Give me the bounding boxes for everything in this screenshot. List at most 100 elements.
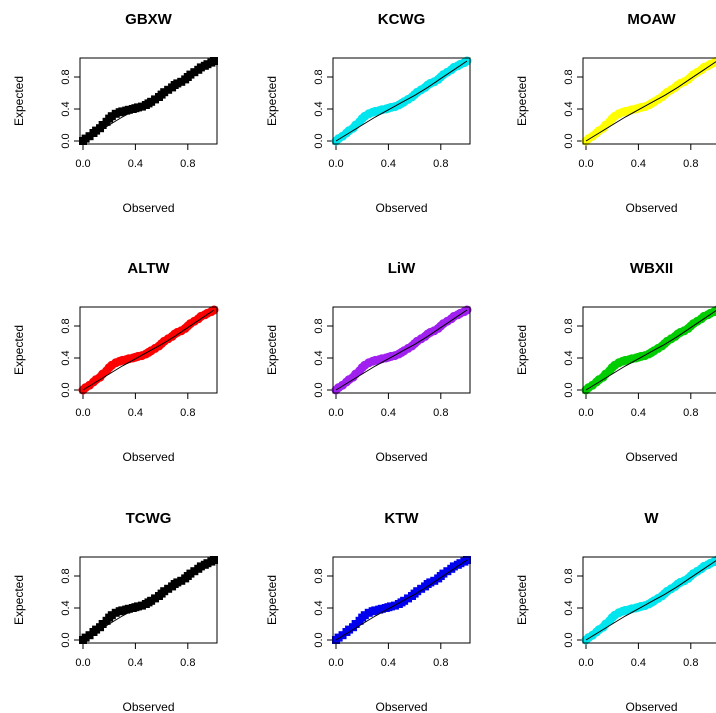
y-tick-label: 0.0: [313, 382, 325, 397]
y-tick-label: 0.8: [563, 318, 575, 333]
y-tick-label: 0.8: [563, 69, 575, 84]
x-tick-label: 0.0: [328, 158, 343, 170]
x-tick-label: 0.4: [128, 657, 143, 669]
x-tick-label: 0.4: [631, 657, 646, 669]
panel-title: ALTW: [127, 260, 170, 277]
y-tick-label: 0.4: [313, 101, 325, 116]
y-tick-label: 0.4: [313, 350, 325, 365]
x-tick-label: 0.4: [631, 407, 646, 419]
panel-gbxw: GBXW 0.0 0.4 0.8 0.0 0.4 0.8 Observed Expected: [12, 11, 218, 215]
x-tick-label: 0.4: [128, 407, 143, 419]
x-tick-label: 0.4: [128, 158, 143, 170]
x-tick-label: 0.4: [381, 158, 396, 170]
y-tick-label: 0.4: [60, 600, 72, 615]
panel-title: LiW: [388, 260, 416, 277]
panel-title: MOAW: [627, 11, 676, 28]
x-axis-label: Observed: [122, 700, 174, 713]
x-tick-label: 0.0: [578, 657, 593, 669]
x-tick-label: 0.8: [683, 657, 698, 669]
panel-title: TCWG: [126, 510, 172, 527]
y-tick-label: 0.4: [313, 600, 325, 615]
y-tick-label: 0.8: [563, 568, 575, 583]
x-axis-label: Observed: [122, 450, 174, 464]
y-tick-label: 0.0: [313, 133, 325, 148]
x-tick-label: 0.4: [631, 158, 646, 170]
x-tick-label: 0.0: [578, 407, 593, 419]
x-tick-label: 0.0: [75, 158, 90, 170]
reference-line: [82, 309, 215, 391]
y-tick-label: 0.8: [60, 69, 72, 84]
y-tick-label: 0.4: [60, 350, 72, 365]
reference-line: [585, 560, 716, 641]
y-tick-label: 0.0: [60, 382, 72, 397]
x-tick-label: 0.0: [328, 657, 343, 669]
x-axis-label: Observed: [122, 201, 174, 215]
y-axis-label: Expected: [265, 325, 279, 375]
x-tick-label: 0.8: [683, 407, 698, 419]
x-axis-label: Observed: [625, 700, 677, 713]
y-tick-label: 0.8: [313, 69, 325, 84]
x-tick-label: 0.8: [180, 158, 195, 170]
panel-title: WBXII: [630, 260, 673, 277]
y-tick-label: 0.8: [313, 568, 325, 583]
plot-frame: [582, 57, 716, 145]
y-tick-label: 0.0: [60, 632, 72, 647]
plot-frame: [332, 556, 471, 644]
x-tick-label: 0.0: [328, 407, 343, 419]
plot-frame: [582, 306, 716, 394]
panel-title: GBXW: [125, 11, 173, 28]
y-tick-label: 0.4: [60, 101, 72, 116]
panel-title: W: [644, 510, 659, 527]
y-tick-label: 0.4: [563, 101, 575, 116]
y-axis-label: Expected: [265, 575, 279, 625]
y-axis-label: Expected: [12, 325, 26, 375]
y-tick-label: 0.0: [60, 133, 72, 148]
y-tick-label: 0.0: [563, 632, 575, 647]
y-tick-label: 0.4: [563, 600, 575, 615]
plot-frame: [79, 306, 218, 394]
reference-line: [335, 309, 468, 391]
y-tick-label: 0.0: [563, 133, 575, 148]
plot-frame: [79, 57, 218, 145]
y-axis-label: Expected: [515, 575, 529, 625]
x-tick-label: 0.8: [433, 407, 448, 419]
reference-line: [585, 310, 716, 391]
x-axis-label: Observed: [625, 450, 677, 464]
x-axis-label: Observed: [625, 201, 677, 215]
y-tick-label: 0.8: [60, 568, 72, 583]
x-tick-label: 0.4: [381, 407, 396, 419]
reference-line: [335, 60, 468, 142]
y-axis-label: Expected: [515, 76, 529, 126]
y-tick-label: 0.8: [60, 318, 72, 333]
y-tick-label: 0.4: [563, 350, 575, 365]
y-axis-label: Expected: [12, 76, 26, 126]
panel-wbxii: WBXII 0.0 0.4 0.8 0.0 0.4 0.8 Observed Expected: [515, 260, 716, 464]
plot-frame: [332, 306, 471, 394]
x-tick-label: 0.0: [75, 407, 90, 419]
panel-kcwg: KCWG 0.0 0.4 0.8 0.0 0.4 0.8 Observed Expected: [265, 11, 472, 215]
x-axis-label: Observed: [375, 700, 427, 713]
panel-altw: ALTW 0.0 0.4 0.8 0.0 0.4 0.8 Observed Expected: [12, 260, 219, 464]
y-tick-label: 0.8: [313, 318, 325, 333]
panel-title: KCWG: [378, 11, 426, 28]
x-tick-label: 0.4: [381, 657, 396, 669]
x-tick-label: 0.8: [180, 657, 195, 669]
x-tick-label: 0.0: [578, 158, 593, 170]
panel-moaw: MOAW 0.0 0.4 0.8 0.0 0.4 0.8 Observed Expected: [515, 11, 716, 215]
reference-line: [585, 61, 716, 142]
y-axis-label: Expected: [265, 76, 279, 126]
y-axis-label: Expected: [515, 325, 529, 375]
reference-line: [82, 60, 215, 142]
plot-frame: [582, 556, 716, 644]
reference-line: [335, 559, 468, 641]
x-tick-label: 0.8: [683, 158, 698, 170]
plot-frame: [332, 57, 471, 145]
panel-w: W 0.0 0.4 0.8 0.0 0.4 0.8 Observed Expected: [515, 510, 716, 713]
y-tick-label: 0.0: [313, 632, 325, 647]
x-axis-label: Observed: [375, 201, 427, 215]
panel-tcwg: TCWG 0.0 0.4 0.8 0.0 0.4 0.8 Observed Expected: [12, 510, 218, 713]
panel-liw: LiW 0.0 0.4 0.8 0.0 0.4 0.8 Observed Expected: [265, 260, 472, 464]
y-axis-label: Expected: [12, 575, 26, 625]
